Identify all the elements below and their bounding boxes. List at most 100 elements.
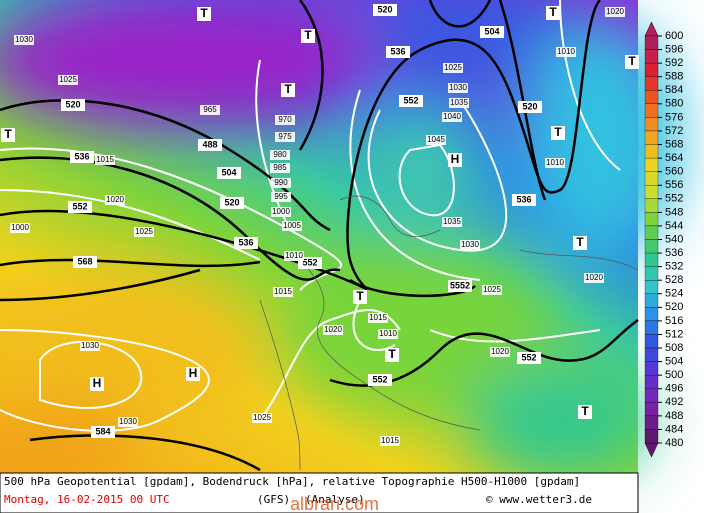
pressure-label: 1030 [461,240,479,249]
legend-label: 540 [665,233,683,245]
geopotential-label: 5552 [450,280,470,290]
geopotential-label: 536 [516,194,531,204]
label-bg [198,139,222,151]
pressure-center: T [554,125,562,139]
label-bg [578,405,592,419]
legend-swatch [644,144,659,159]
pressure-label: 1015 [274,287,292,296]
legend-label: 556 [665,179,683,191]
pressure-center: T [356,289,364,303]
pressure-label: 975 [278,132,292,141]
legend-swatch [644,185,659,199]
geopotential-label: 552 [302,257,317,267]
geopotential-label: 504 [221,167,236,177]
legend-swatch [644,252,659,267]
legend-swatch [644,212,659,227]
label-bg [449,98,469,108]
geopotential-label: 568 [77,256,92,266]
legend-swatch [644,375,659,389]
pressure-label: 1035 [450,98,468,107]
label-bg [517,352,541,364]
pressure-label: 1015 [96,155,114,164]
label-bg [90,377,104,391]
pressure-center: T [284,82,292,96]
legend-swatch [644,280,659,294]
legend-label: 580 [665,98,683,110]
pressure-label: 980 [273,150,287,159]
geopotential-label: 552 [72,201,87,211]
label-bg [200,105,220,115]
pressure-label: 995 [274,192,288,201]
legend-label: 500 [665,369,683,381]
legend-label: 488 [665,410,683,422]
legend-swatch [644,347,659,362]
label-bg [518,101,542,113]
footer-date: Montag, 16-02-2015 00 UTC [4,493,170,506]
coastlines [259,195,639,471]
pressure-label: 965 [203,105,217,114]
pressure-label: 1005 [283,221,301,230]
label-bg [551,126,565,140]
geopotential-label: 552 [403,95,418,105]
pressure-center: T [200,6,208,20]
label-bg [14,35,34,45]
legend-label: 584 [665,84,683,96]
label-bg [545,158,565,168]
label-bg [275,132,295,142]
legend-label: 484 [665,423,683,435]
label-bg [378,329,398,339]
pressure-label: 1020 [106,195,124,204]
geopotential-label: 520 [65,99,80,109]
label-bg [442,217,462,227]
legend-label: 492 [665,396,683,408]
legend-label: 548 [665,206,683,218]
label-bg [220,197,244,209]
legend-swatch [644,117,659,132]
label-bg [252,413,272,423]
legend-label: 600 [665,30,683,42]
pressure-label: 1020 [491,347,509,356]
pressure-center: T [4,127,12,141]
label-bg [217,167,241,179]
label-bg [605,7,625,17]
pressure-center: H [93,376,102,390]
legend-label: 496 [665,383,683,395]
legend-label: 576 [665,111,683,123]
label-bg [70,151,94,163]
legend-swatch [644,239,659,254]
pressure-label: 1020 [324,325,342,334]
legend-label: 592 [665,57,683,69]
label-bg [448,83,468,93]
pressure-center: T [549,5,557,19]
legend-swatch [644,334,659,349]
legend-swatch [644,90,659,104]
pressure-label: 1045 [427,135,445,144]
pressure-label: 1010 [379,329,397,338]
pressure-label: 985 [273,163,287,172]
label-bg [584,273,604,283]
label-bg [105,195,125,205]
label-bg [301,29,315,43]
label-bg [460,240,480,250]
label-bg [80,341,100,351]
legend-swatch [644,225,659,240]
pressure-label: 1030 [81,341,99,350]
label-bg [443,63,463,73]
label-bg [373,4,397,16]
label-bg [482,285,502,295]
legend-label: 508 [665,342,683,354]
pressure-center: T [628,54,636,68]
pressure-label: 1015 [381,436,399,445]
pressure-label: 1000 [11,223,29,232]
label-bg [380,436,400,446]
label-bg [368,313,388,323]
footer-credit: © www.wetter3.de [486,493,592,506]
legend-label: 572 [665,125,683,137]
pressure-label: 1010 [285,251,303,260]
legend-swatch [644,266,659,281]
geopotential-label: 520 [224,197,239,207]
legend-tip [644,21,659,37]
legend-swatch [644,171,659,186]
legend-swatch [644,103,659,118]
